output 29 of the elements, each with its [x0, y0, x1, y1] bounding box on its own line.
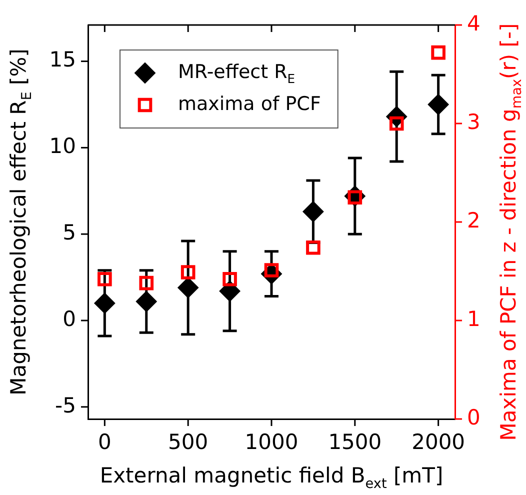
x-tick-label: 0: [98, 430, 112, 454]
point: [139, 276, 154, 290]
y2-tick-label: 0: [467, 405, 480, 430]
point: [306, 240, 320, 255]
x-tick-label: 2000: [412, 430, 466, 454]
point: [180, 265, 196, 280]
y-axis-title: Magnetorheological effect RE [%]: [6, 48, 35, 396]
y-tick-label: 5: [62, 220, 76, 245]
point: [178, 277, 199, 298]
y-tick-label: 15: [49, 48, 76, 72]
point: [428, 94, 449, 115]
y2-tick-label: 1: [467, 306, 480, 331]
point: [98, 272, 112, 286]
y-tick-label: 10: [49, 134, 76, 158]
point: [136, 290, 157, 312]
point: [222, 272, 237, 286]
x-tick-label: 1500: [328, 430, 382, 454]
legend-label: maxima of PCF: [178, 92, 321, 115]
y-tick-label: -5: [55, 393, 76, 418]
point: [94, 292, 116, 314]
x-tick-label: 1000: [244, 430, 298, 454]
y2-tick-label: 2: [467, 208, 480, 232]
y2-tick-label: 3: [467, 110, 480, 134]
x-tick-label: 500: [168, 430, 208, 454]
point: [431, 45, 446, 60]
y2-tick-label: 4: [467, 11, 480, 36]
point: [302, 201, 324, 222]
y2-axis-title: Maxima of PCF in z - direction gmax(r) [-]: [496, 23, 525, 441]
y-tick-label: 0: [62, 306, 76, 331]
